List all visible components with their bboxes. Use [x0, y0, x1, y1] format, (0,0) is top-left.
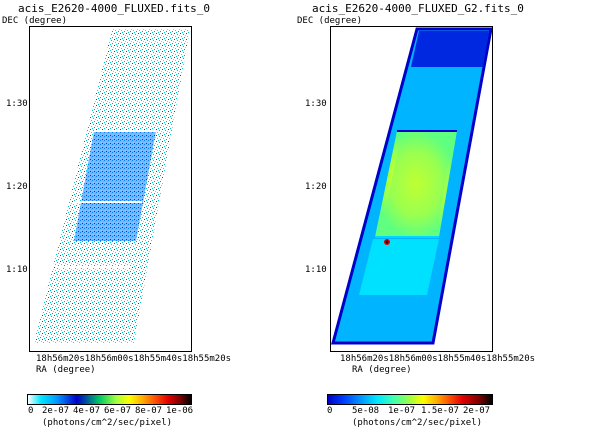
- right-dec-tick-2: 1:20: [305, 182, 327, 192]
- left-image-frame[interactable]: [29, 26, 192, 352]
- right-ra-ticks: 18h56m20s18h56m00s18h55m40s18h55m20s: [340, 354, 536, 364]
- right-ra-axis-label: RA (degree): [352, 365, 412, 375]
- right-colorbar: [327, 394, 493, 405]
- left-colorbar: [27, 394, 192, 405]
- left-colorbar-tick-1: 2e-07: [42, 406, 70, 416]
- left-dec-tick-1: 1:30: [6, 99, 28, 109]
- left-dec-axis-label: DEC (degree): [2, 16, 68, 26]
- right-smoothed-image: [331, 27, 492, 345]
- left-strip-center-chip: [74, 131, 156, 241]
- right-colorbar-tick-3: 1.5e-07: [421, 406, 459, 416]
- right-strip-lower-region: [359, 239, 439, 295]
- left-dec-tick-2: 1:20: [6, 182, 28, 192]
- right-image-frame[interactable]: [330, 26, 493, 352]
- right-strip-top-region: [411, 31, 489, 67]
- right-dec-axis-label: DEC (degree): [297, 16, 363, 26]
- left-colorbar-tick-3: 6e-07: [104, 406, 132, 416]
- left-flux-image: [34, 29, 190, 343]
- left-dec-tick-3: 1:10: [6, 265, 28, 275]
- right-dec-tick-3: 1:10: [305, 265, 327, 275]
- right-colorbar-tick-0: 0: [327, 406, 333, 416]
- left-colorbar-tick-4: 8e-07: [135, 406, 163, 416]
- right-colorbar-tick-4: 2e-07: [463, 406, 491, 416]
- right-colorbar-tick-1: 5e-08: [352, 406, 380, 416]
- left-colorbar-tick-2: 4e-07: [73, 406, 101, 416]
- right-image-title: acis_E2620-4000_FLUXED_G2.fits_0: [312, 2, 524, 15]
- left-ra-axis-label: RA (degree): [36, 365, 96, 375]
- left-ra-ticks: 18h56m20s18h56m00s18h55m40s18h55m20s: [36, 354, 232, 364]
- right-colorbar-unit: (photons/cm^2/sec/pixel): [352, 418, 483, 428]
- left-colorbar-tick-0: 0: [28, 406, 34, 416]
- left-colorbar-tick-5: 1e-06: [166, 406, 194, 416]
- right-dec-tick-1: 1:30: [305, 99, 327, 109]
- left-image-title: acis_E2620-4000_FLUXED.fits_0: [18, 2, 211, 15]
- right-colorbar-tick-2: 1e-07: [388, 406, 416, 416]
- right-strip-center-chip: [375, 131, 457, 237]
- left-colorbar-unit: (photons/cm^2/sec/pixel): [42, 418, 173, 428]
